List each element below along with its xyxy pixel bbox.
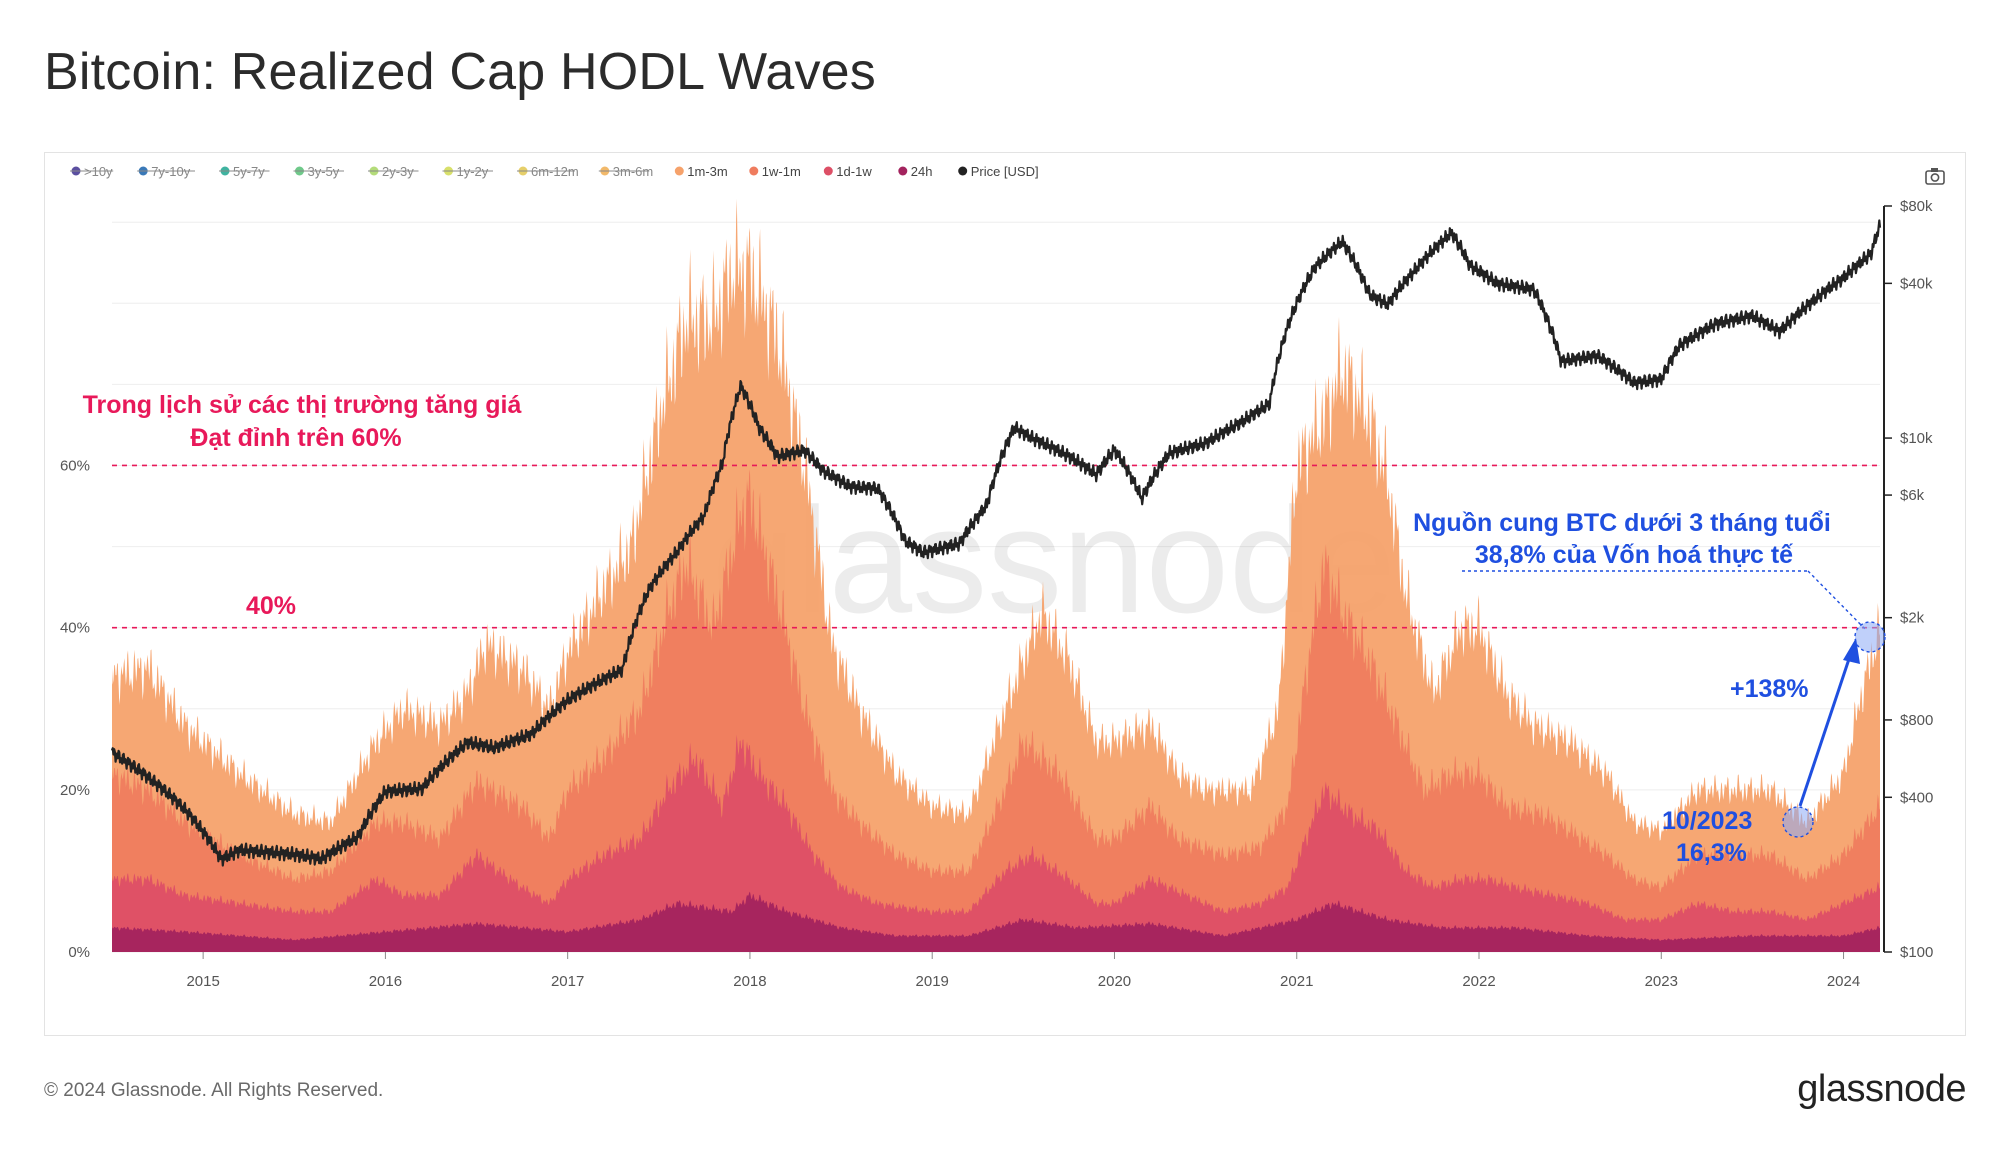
- left-tick-label: 20%: [60, 782, 90, 799]
- current-point-marker: [1854, 621, 1886, 653]
- right-tick-label: $400: [1900, 789, 1933, 806]
- left-tick-label: 0%: [68, 944, 90, 961]
- x-tick-label: 2024: [1827, 973, 1860, 990]
- legend-item-7y-10y[interactable]: 7y-10y: [137, 164, 195, 179]
- legend-swatch: [674, 166, 684, 176]
- price-series: [110, 219, 1882, 867]
- legend-item-price-usd-[interactable]: Price [USD]: [958, 164, 1039, 179]
- level-40-annotation: 40%: [246, 592, 296, 620]
- legend-label: Price [USD]: [971, 164, 1039, 179]
- legend-item--10y[interactable]: >10y: [70, 164, 114, 179]
- x-tick-label: 2022: [1462, 973, 1495, 990]
- legend-item-2y-3y[interactable]: 2y-3y: [368, 164, 419, 179]
- right-tick-label: $80k: [1900, 198, 1933, 215]
- area-1w-1m: [112, 469, 1880, 952]
- page-title: Bitcoin: Realized Cap HODL Waves: [44, 43, 876, 101]
- x-tick-label: 2016: [369, 973, 402, 990]
- legend-item-1m-3m[interactable]: 1m-3m: [674, 164, 728, 179]
- area-series: [112, 198, 1880, 953]
- x-tick-label: 2023: [1645, 973, 1678, 990]
- low-date-annotation: 10/2023: [1662, 807, 1752, 835]
- legend-label: 1d-1w: [836, 164, 872, 179]
- chart-legend: >10y 7y-10y 5y-7y 3y-5y 2y-3y 1y-2y 6m-12m 3m-6…: [70, 164, 1039, 179]
- legend-swatch: [749, 166, 759, 176]
- legend-item-6m-12m[interactable]: 6m-12m: [517, 164, 579, 179]
- right-tick-label: $800: [1900, 712, 1933, 729]
- legend-item-1y-2y[interactable]: 1y-2y: [442, 164, 494, 179]
- right-axis-ticks: $100 $400 $800 $2k $6k $10k $40k $80k: [1884, 198, 1933, 961]
- x-tick-label: 2020: [1098, 973, 1131, 990]
- peak-annotation-line2: Đạt đỉnh trên 60%: [190, 424, 401, 452]
- supply-leader: [1807, 570, 1867, 631]
- change-arrow-head: [1843, 638, 1860, 664]
- copyright-text: © 2024 Glassnode. All Rights Reserved.: [44, 1080, 384, 1101]
- x-tick-label: 2021: [1280, 973, 1313, 990]
- watermark: glassnode: [712, 476, 1396, 644]
- x-tick-label: 2019: [916, 973, 949, 990]
- legend-label: 1w-1m: [762, 164, 801, 179]
- peak-annotation-line1: Trong lịch sử các thị trường tăng giá: [83, 391, 522, 419]
- legend-swatch: [823, 166, 833, 176]
- right-tick-label: $40k: [1900, 275, 1933, 292]
- legend-item-3m-6m[interactable]: 3m-6m: [598, 164, 653, 179]
- brand-logo: glassnode: [1797, 1068, 1966, 1110]
- camera-icon[interactable]: [1925, 168, 1945, 185]
- right-tick-label: $6k: [1900, 487, 1925, 504]
- low-point-marker: [1782, 806, 1814, 838]
- right-tick-label: $10k: [1900, 430, 1933, 447]
- right-tick-label: $100: [1900, 944, 1933, 961]
- x-tick-label: 2017: [551, 973, 584, 990]
- right-tick-label: $2k: [1900, 610, 1925, 627]
- left-axis-ticks: 0% 20% 40% 60%: [60, 457, 90, 961]
- area-1d-1w: [112, 734, 1880, 952]
- low-value-annotation: 16,3%: [1676, 839, 1747, 867]
- left-tick-label: 40%: [60, 620, 90, 637]
- chart-frame: [44, 152, 1966, 1036]
- change-arrow: [1798, 649, 1854, 807]
- legend-label: 24h: [911, 164, 933, 179]
- supply-annotation-line2: 38,8% của Vốn hoá thực tế: [1475, 541, 1793, 569]
- legend-item-1w-1m[interactable]: 1w-1m: [749, 164, 801, 179]
- left-tick-label: 60%: [60, 457, 90, 474]
- legend-swatch: [898, 166, 908, 176]
- area-24h: [112, 891, 1880, 952]
- legend-item-3y-5y[interactable]: 3y-5y: [293, 164, 345, 179]
- supply-annotation-line1: Nguồn cung BTC dưới 3 tháng tuổi: [1413, 509, 1831, 537]
- price-line: [110, 219, 1882, 867]
- legend-item-5y-7y[interactable]: 5y-7y: [219, 164, 270, 179]
- legend-label: 1m-3m: [687, 164, 727, 179]
- legend-item-1d-1w[interactable]: 1d-1w: [823, 164, 873, 179]
- x-tick-label: 2018: [733, 973, 766, 990]
- legend-swatch: [958, 166, 968, 176]
- x-axis-ticks: 2015 2016 2017 2018 2019 2020 2021 2022 2023 2024: [186, 952, 1860, 990]
- x-tick-label: 2015: [186, 973, 219, 990]
- legend-item-24h[interactable]: 24h: [898, 164, 933, 179]
- change-annotation: +138%: [1730, 675, 1809, 703]
- area-1m-3m: [112, 198, 1880, 953]
